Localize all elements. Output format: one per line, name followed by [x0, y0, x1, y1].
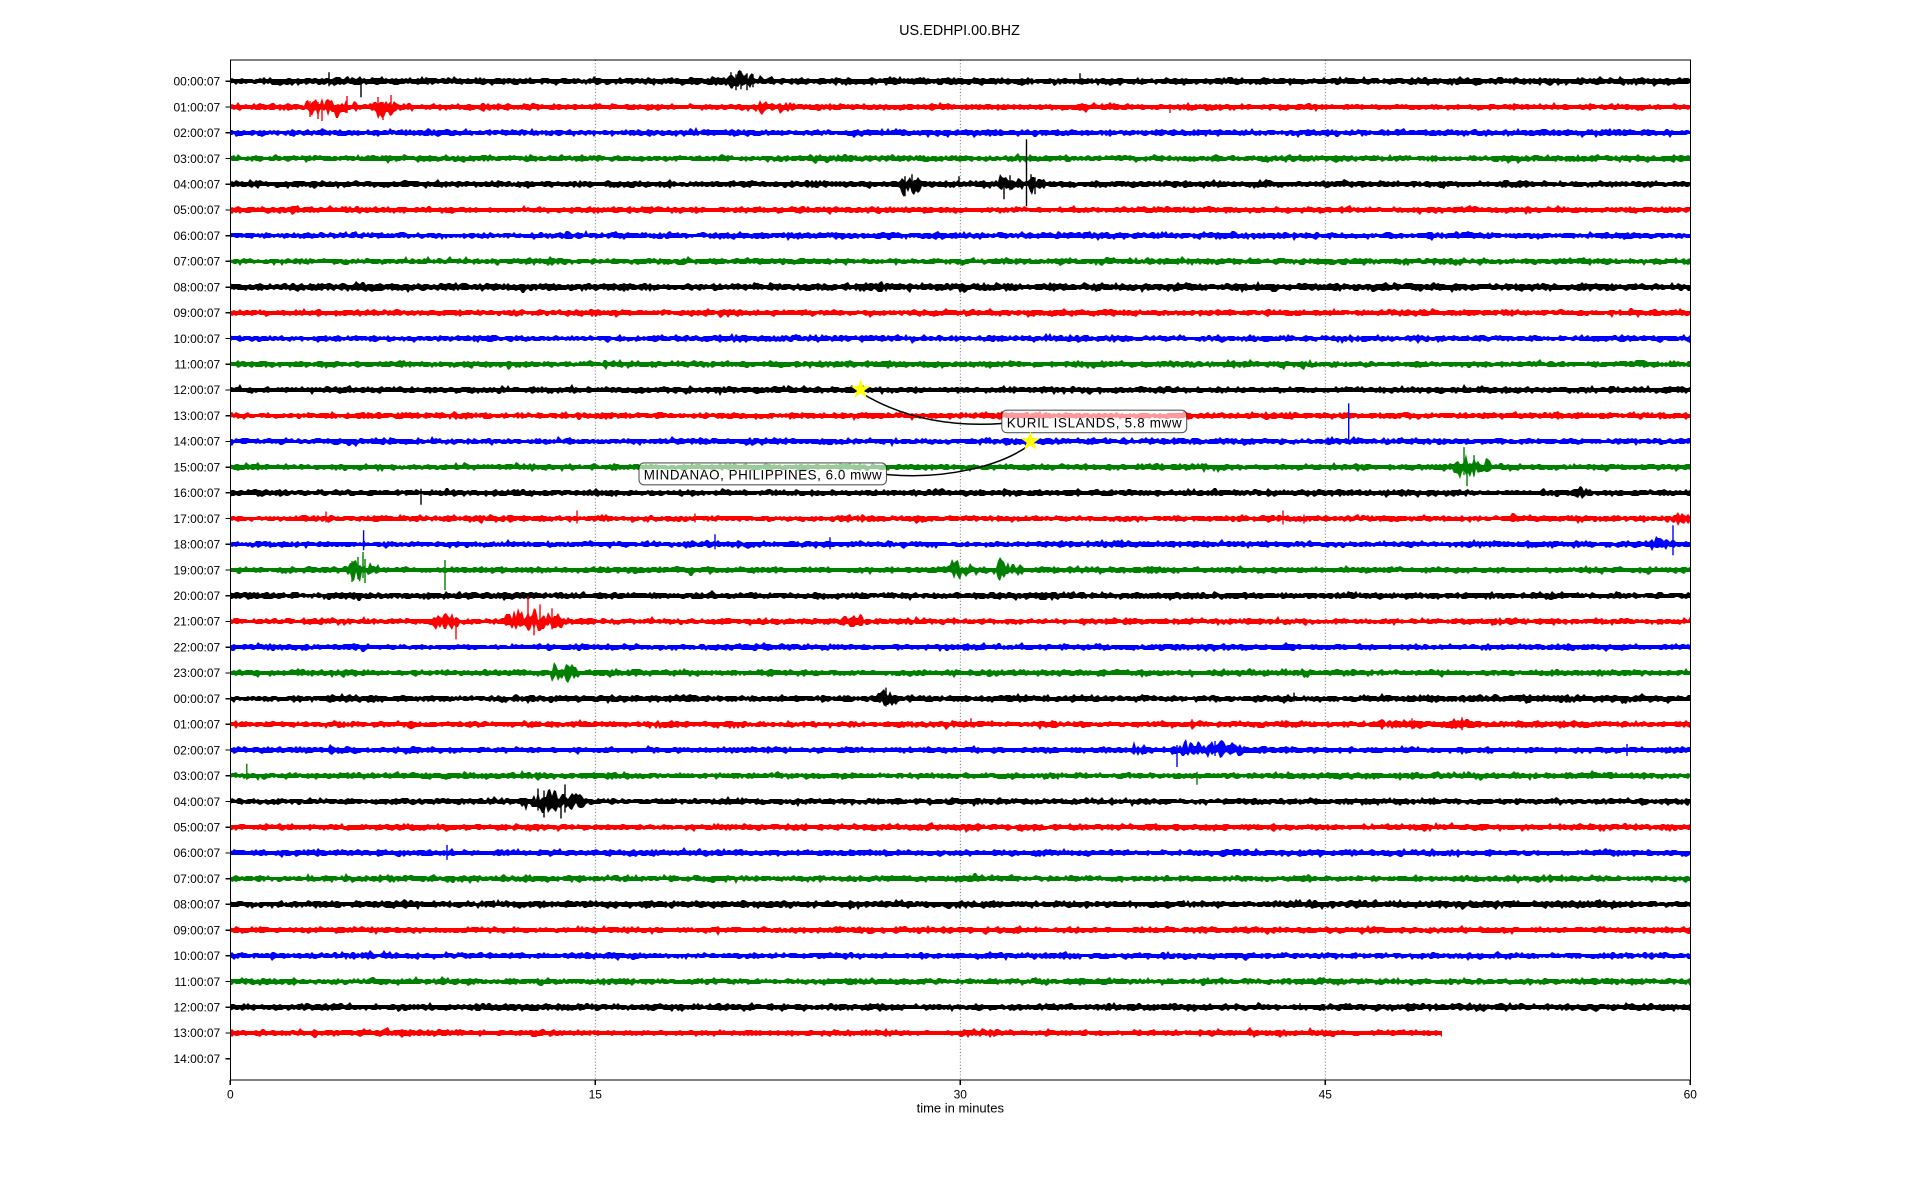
svg-text:08:00:07: 08:00:07: [173, 280, 220, 294]
svg-text:11:00:07: 11:00:07: [174, 358, 220, 372]
svg-text:MINDANAO, PHILIPPINES, 6.0 mww: MINDANAO, PHILIPPINES, 6.0 mww: [644, 468, 882, 483]
svg-text:45: 45: [1319, 1087, 1333, 1101]
svg-text:13:00:07: 13:00:07: [173, 409, 220, 423]
svg-text:time in minutes: time in minutes: [917, 1101, 1005, 1116]
svg-text:16:00:07: 16:00:07: [173, 486, 220, 500]
svg-text:13:00:07: 13:00:07: [173, 1026, 220, 1040]
svg-text:07:00:07: 07:00:07: [173, 255, 220, 269]
svg-text:US.EDHPI.00.BHZ: US.EDHPI.00.BHZ: [899, 23, 1020, 39]
svg-text:00:00:07: 00:00:07: [173, 692, 220, 706]
svg-text:10:00:07: 10:00:07: [173, 949, 220, 963]
svg-text:15:00:07: 15:00:07: [173, 460, 220, 474]
svg-text:01:00:07: 01:00:07: [173, 100, 220, 114]
svg-text:12:00:07: 12:00:07: [173, 383, 220, 397]
svg-text:02:00:07: 02:00:07: [173, 743, 220, 757]
svg-text:20:00:07: 20:00:07: [173, 589, 220, 603]
svg-text:21:00:07: 21:00:07: [173, 615, 220, 629]
svg-text:00:00:07: 00:00:07: [173, 75, 220, 89]
svg-text:0: 0: [227, 1087, 234, 1101]
svg-text:18:00:07: 18:00:07: [173, 538, 220, 552]
svg-text:KURIL ISLANDS, 5.8 mww: KURIL ISLANDS, 5.8 mww: [1007, 415, 1182, 430]
svg-text:19:00:07: 19:00:07: [173, 563, 220, 577]
svg-text:05:00:07: 05:00:07: [173, 821, 220, 835]
svg-text:22:00:07: 22:00:07: [173, 640, 220, 654]
svg-text:12:00:07: 12:00:07: [173, 1001, 220, 1015]
svg-text:07:00:07: 07:00:07: [173, 872, 220, 886]
svg-text:09:00:07: 09:00:07: [173, 923, 220, 937]
svg-text:02:00:07: 02:00:07: [173, 126, 220, 140]
svg-text:01:00:07: 01:00:07: [173, 718, 220, 732]
svg-text:10:00:07: 10:00:07: [173, 332, 220, 346]
svg-text:06:00:07: 06:00:07: [173, 229, 220, 243]
svg-text:04:00:07: 04:00:07: [173, 178, 220, 192]
svg-text:14:00:07: 14:00:07: [173, 1052, 220, 1066]
svg-text:60: 60: [1684, 1087, 1698, 1101]
svg-text:15: 15: [589, 1087, 603, 1101]
svg-text:04:00:07: 04:00:07: [173, 795, 220, 809]
svg-text:03:00:07: 03:00:07: [173, 152, 220, 166]
svg-text:06:00:07: 06:00:07: [173, 846, 220, 860]
svg-text:14:00:07: 14:00:07: [173, 435, 220, 449]
svg-text:09:00:07: 09:00:07: [173, 306, 220, 320]
svg-text:17:00:07: 17:00:07: [173, 512, 220, 526]
svg-text:08:00:07: 08:00:07: [173, 898, 220, 912]
svg-text:03:00:07: 03:00:07: [173, 769, 220, 783]
svg-text:05:00:07: 05:00:07: [173, 203, 220, 217]
svg-text:30: 30: [954, 1087, 968, 1101]
svg-text:11:00:07: 11:00:07: [174, 975, 220, 989]
svg-text:23:00:07: 23:00:07: [173, 666, 220, 680]
